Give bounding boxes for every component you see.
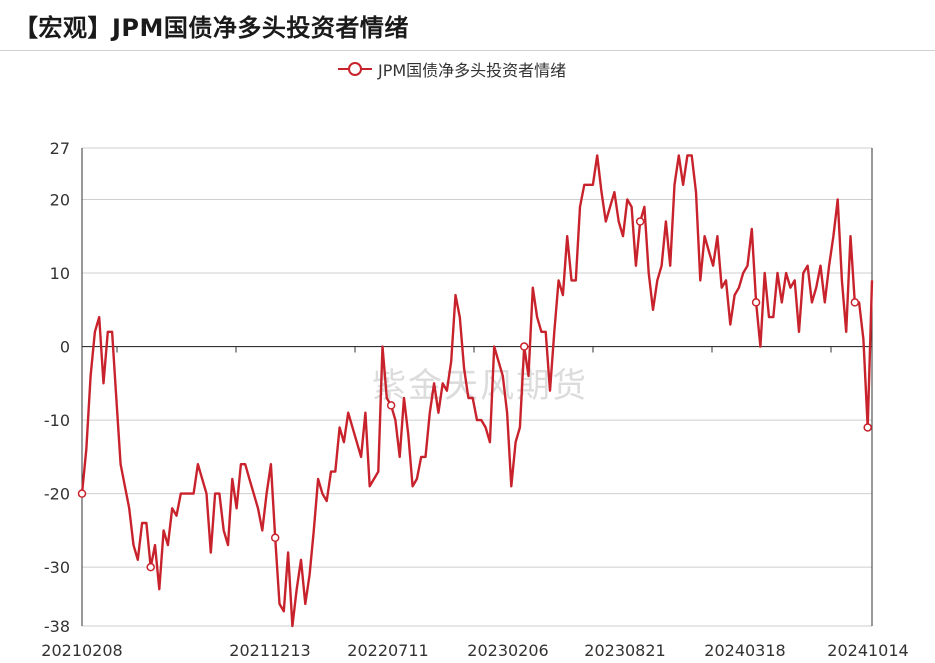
legend-marker-icon (338, 62, 372, 76)
y-tick-label: -10 (44, 411, 70, 430)
x-tick-label: 20240318 (704, 641, 785, 660)
title-divider (0, 50, 935, 51)
series-line (80, 154, 874, 628)
x-tick-label: 20220711 (347, 641, 428, 660)
data-point-marker (77, 489, 87, 498)
x-tick-label: 20210208 (41, 641, 122, 660)
data-point-marker (751, 298, 761, 307)
y-tick-label: -20 (44, 485, 70, 504)
x-tick-label: 20241014 (827, 641, 908, 660)
y-tick-label: -30 (44, 558, 70, 577)
data-point-marker (635, 217, 645, 226)
data-point-marker (519, 342, 529, 351)
data-point-marker (386, 401, 396, 410)
chart-title: 【宏观】JPM国债净多头投资者情绪 (14, 14, 409, 42)
x-tick-label: 20211213 (229, 641, 310, 660)
data-point-marker (863, 423, 872, 432)
y-tick-label: 0 (60, 338, 70, 357)
x-tick-label: 20230206 (467, 641, 548, 660)
y-tick-label: 27 (50, 139, 70, 158)
y-tick-label: -38 (44, 617, 70, 636)
data-point-marker (146, 562, 155, 572)
data-point-marker (850, 298, 860, 307)
y-tick-label: 20 (50, 190, 70, 209)
x-tick-label: 20230821 (584, 641, 665, 660)
legend-label: JPM国债净多头投资者情绪 (378, 61, 567, 80)
data-point-marker (270, 533, 280, 543)
legend[interactable]: JPM国债净多头投资者情绪 (338, 57, 566, 81)
y-tick-label: 10 (50, 264, 70, 283)
